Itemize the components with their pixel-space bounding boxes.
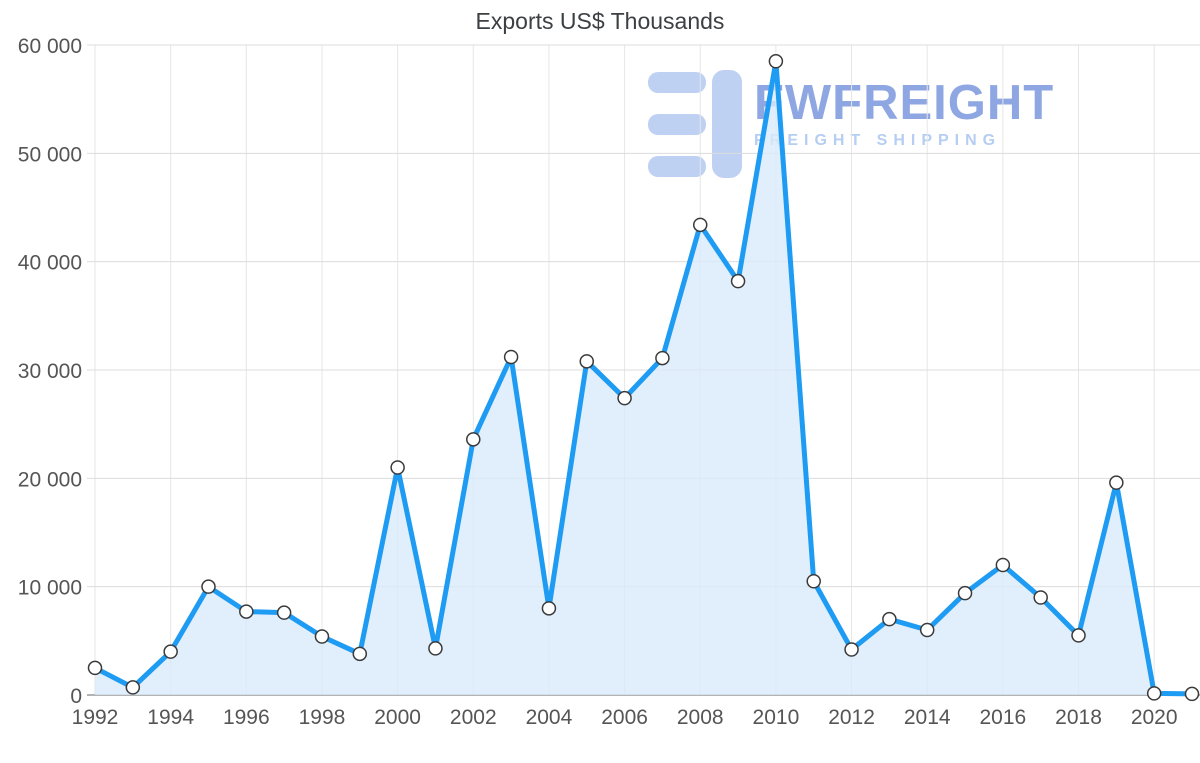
data-point-2014[interactable] [919,622,935,638]
x-tick-label: 1994 [147,706,194,729]
chart-title: Exports US$ Thousands [475,8,725,34]
data-point-2012[interactable] [844,642,859,657]
fwfreight-logo-icon [648,70,742,178]
y-tick-label: 40 000 [18,252,82,275]
data-point-2003[interactable] [503,349,519,365]
x-tick-label: 1996 [223,706,270,729]
data-point-2011[interactable] [806,574,821,589]
data-point-2006[interactable] [617,390,632,406]
x-tick-label: 2014 [904,706,951,729]
y-tick-label: 20 000 [18,468,82,491]
data-point-1998[interactable] [314,629,330,644]
x-tick-label: 2006 [601,706,648,729]
data-point-2016[interactable] [995,557,1011,573]
data-point-2019[interactable] [1109,475,1124,490]
data-point-2020[interactable] [1146,686,1162,701]
data-point-2013[interactable] [882,611,897,627]
data-point-1996[interactable] [239,604,254,619]
x-tick-label: 2002 [450,706,497,729]
data-point-2015[interactable] [957,585,973,601]
data-point-2010[interactable] [768,54,784,69]
x-tick-label: 2010 [753,706,800,729]
data-point-2021[interactable] [1184,686,1200,702]
x-tick-label: 2004 [526,706,573,729]
data-point-2005[interactable] [579,354,595,369]
x-tick-label: 2016 [980,706,1027,729]
x-tick-label: 2018 [1055,706,1102,729]
y-tick-label: 60 000 [18,35,82,58]
data-point-1995[interactable] [201,579,216,594]
data-point-1993[interactable] [125,680,141,695]
y-tick-label: 50 000 [18,143,82,166]
data-point-2000[interactable] [390,460,405,475]
data-point-2002[interactable] [466,432,481,447]
data-point-2017[interactable] [1033,590,1048,605]
y-tick-label: 30 000 [18,360,82,383]
data-point-2018[interactable] [1071,628,1086,643]
data-point-2001[interactable] [428,641,443,656]
x-tick-label: 1998 [299,706,346,729]
data-point-1992[interactable] [87,660,103,676]
x-tick-label: 1992 [72,706,119,729]
x-tick-label: 2000 [374,706,421,729]
x-tick-label: 2020 [1131,706,1178,729]
x-tick-label: 2012 [828,706,875,729]
data-point-1999[interactable] [352,646,368,662]
data-point-1997[interactable] [276,605,292,620]
data-point-2004[interactable] [541,601,557,616]
data-point-1994[interactable] [163,644,178,659]
y-tick-label: 10 000 [18,577,82,600]
y-tick-label: 0 [70,685,82,708]
watermark-tagline-text: FREIGHT SHIPPING [754,132,1002,150]
data-point-2007[interactable] [655,350,670,366]
data-point-2009[interactable] [730,273,746,289]
data-point-2008[interactable] [692,217,708,233]
x-tick-label: 2008 [677,706,724,729]
